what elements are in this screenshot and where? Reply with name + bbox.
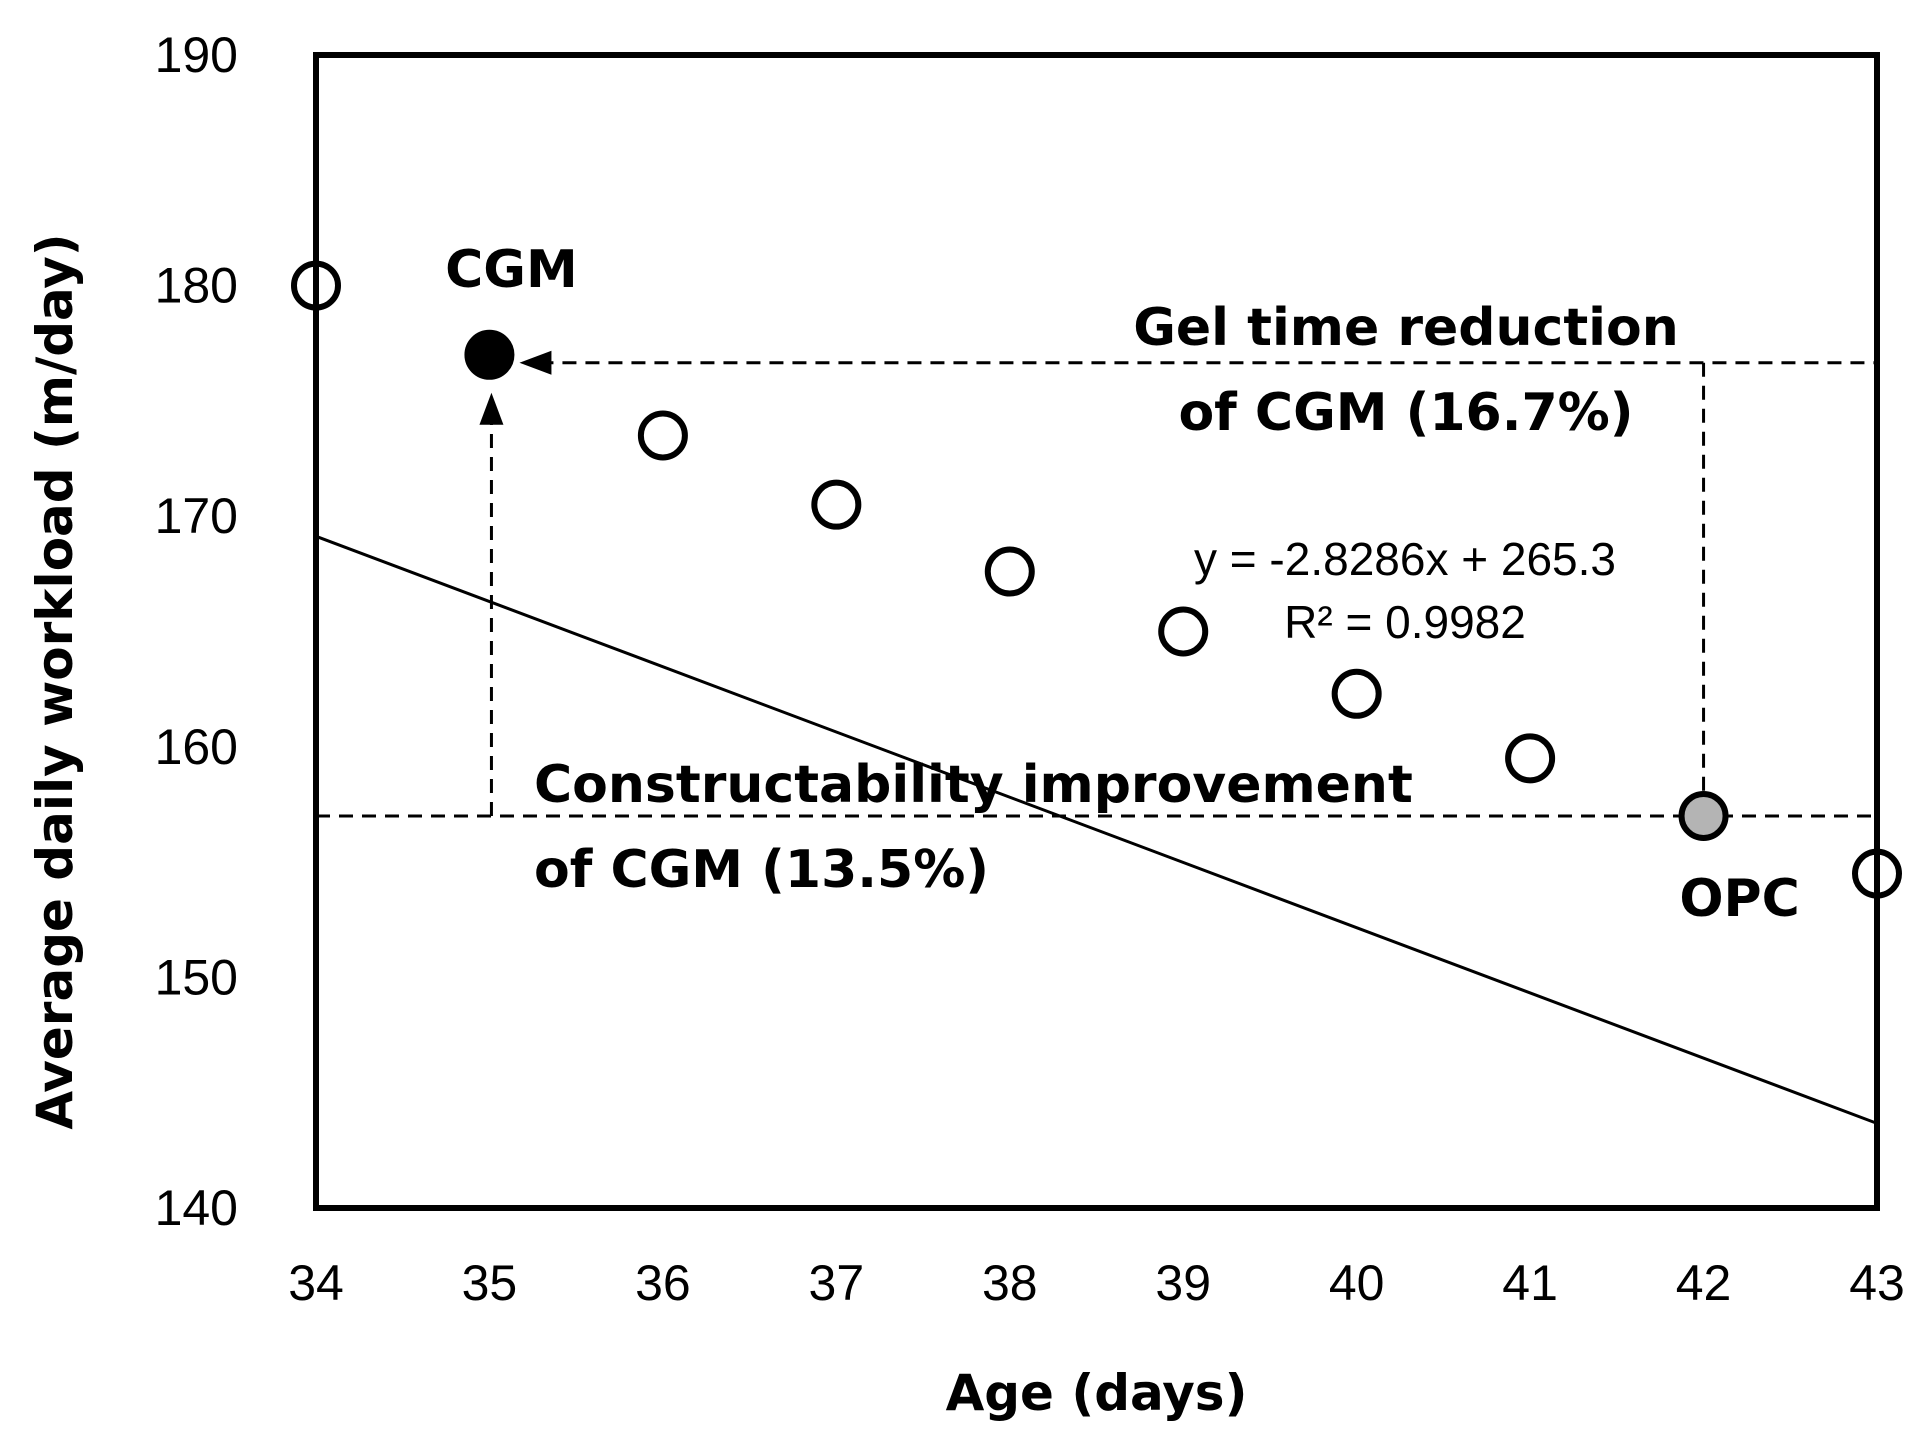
x-tick-label: 38 (982, 1255, 1038, 1311)
constructability-annotation-line2: of CGM (13.5%) (534, 840, 989, 900)
x-axis-title: Age (days) (946, 1364, 1248, 1422)
reference-lines (316, 361, 1877, 818)
x-tick-label: 43 (1849, 1255, 1905, 1311)
x-tick-label: 34 (288, 1255, 344, 1311)
y-axis-ticks: 140 150 160 170 180 190 (155, 27, 238, 1236)
y-tick-label: 160 (155, 719, 238, 775)
x-tick-label: 42 (1676, 1255, 1732, 1311)
gel-time-annotation-line1: Gel time reduction (1133, 298, 1679, 358)
x-axis-ticks: 34 35 36 37 38 39 40 41 42 43 (288, 1255, 1905, 1311)
data-point (637, 410, 688, 461)
x-tick-label: 37 (809, 1255, 865, 1311)
trendline (315, 534, 1878, 1125)
opc-point-label: OPC (1679, 869, 1799, 929)
data-point (1331, 668, 1382, 719)
data-point (811, 479, 862, 530)
gel-time-arrowhead (519, 350, 552, 375)
data-point (1678, 790, 1729, 841)
x-tick-label: 36 (635, 1255, 691, 1311)
plot-area-frame (313, 52, 1880, 1211)
y-tick-label: 180 (155, 258, 238, 314)
data-point (984, 546, 1035, 597)
y-tick-label: 190 (155, 27, 238, 83)
data-point (1158, 606, 1209, 657)
constructability-annotation-line1: Constructability improvement (534, 755, 1413, 815)
cgm-point-label: CGM (445, 240, 578, 300)
constructability-arrowhead (479, 392, 504, 425)
data-point (464, 329, 515, 380)
y-tick-label: 170 (155, 488, 238, 544)
x-tick-label: 40 (1329, 1255, 1385, 1311)
x-tick-label: 39 (1155, 1255, 1211, 1311)
x-tick-label: 35 (462, 1255, 518, 1311)
r-squared-label: R² = 0.9982 (1284, 596, 1526, 648)
y-tick-label: 150 (155, 949, 238, 1005)
gel-time-annotation-line2: of CGM (16.7%) (1178, 383, 1633, 443)
data-point (1505, 733, 1556, 784)
y-axis-title: Average daily workload (m/day) (26, 233, 84, 1129)
x-tick-label: 41 (1502, 1255, 1558, 1311)
y-tick-label: 140 (155, 1180, 238, 1236)
trendline-equation: y = -2.8286x + 265.3 (1194, 533, 1616, 585)
